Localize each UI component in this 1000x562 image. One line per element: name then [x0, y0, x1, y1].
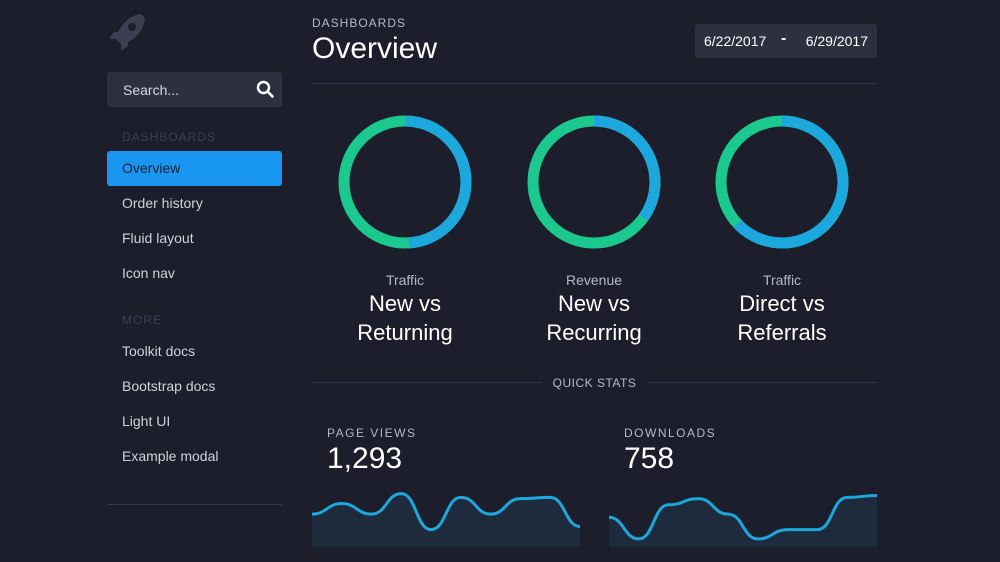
- donut-title-line2: Returning: [357, 320, 453, 345]
- date-end-input[interactable]: 6/29/2017: [805, 33, 868, 49]
- nav-item-fluid-layout[interactable]: Fluid layout: [122, 230, 194, 246]
- donut-chart-revenue-new-recurring: Revenue New vs Recurring: [499, 112, 689, 346]
- date-separator: -: [781, 30, 787, 47]
- stat-value: 758: [624, 442, 675, 475]
- nav-header-more: MORE: [122, 313, 162, 327]
- date-range-picker[interactable]: 6/22/2017 - 6/29/2017: [695, 24, 877, 58]
- donut-ring: [527, 115, 661, 249]
- donut-title-line1: New vs: [557, 291, 631, 316]
- donut-ring: [715, 115, 849, 249]
- quick-stats-divider-left: [312, 382, 542, 383]
- rocket-icon[interactable]: [107, 12, 147, 52]
- page-title: Overview: [312, 32, 438, 65]
- donut-chart-traffic-direct-referrals: Traffic Direct vs Referrals: [687, 112, 877, 346]
- sparkline-line: [312, 492, 580, 532]
- donut-subtitle: Traffic: [385, 272, 425, 288]
- main-content: DASHBOARDS Overview 6/22/2017 - 6/29/201…: [312, 0, 877, 562]
- sparkline-downloads: [609, 494, 877, 547]
- donut-subtitle: Traffic: [762, 272, 802, 288]
- donut-ring: [338, 115, 472, 249]
- search-icon[interactable]: [256, 80, 274, 98]
- sidebar-divider: [107, 504, 282, 505]
- donut-title-line2: Recurring: [546, 320, 642, 345]
- stat-label: DOWNLOADS: [624, 426, 717, 440]
- quick-stats-label: QUICK STATS: [552, 376, 637, 390]
- header-divider: [312, 83, 877, 84]
- stat-label: PAGE VIEWS: [327, 426, 417, 440]
- stat-card-downloads: DOWNLOADS 758: [609, 412, 877, 547]
- sparkline-area: [312, 493, 580, 547]
- search-input[interactable]: Search...: [123, 82, 180, 98]
- date-start-input[interactable]: 6/22/2017: [704, 33, 767, 49]
- donut-title-line1: New vs: [368, 291, 442, 316]
- search-box[interactable]: Search...: [107, 72, 282, 107]
- stat-card-page-views: PAGE VIEWS 1,293: [312, 412, 580, 547]
- donut-title-line1: Direct vs: [739, 291, 825, 316]
- donut-title-line2: Referrals: [737, 320, 827, 345]
- sparkline-area: [609, 495, 877, 547]
- nav-item-toolkit-docs[interactable]: Toolkit docs: [122, 343, 196, 359]
- nav-item-overview[interactable]: Overview: [107, 151, 282, 186]
- nav-item-bootstrap-docs[interactable]: Bootstrap docs: [122, 378, 216, 394]
- nav-item-order-history[interactable]: Order history: [122, 195, 203, 211]
- page-eyebrow: DASHBOARDS: [312, 16, 407, 30]
- nav-item-example-modal[interactable]: Example modal: [122, 448, 219, 464]
- nav-header-dashboards: DASHBOARDS: [122, 130, 217, 144]
- nav-item-icon-nav[interactable]: Icon nav: [122, 265, 175, 281]
- quick-stats-divider-right: [647, 382, 877, 383]
- stat-value: 1,293: [327, 442, 403, 475]
- sparkline-page-views: [312, 492, 580, 547]
- donut-subtitle: Revenue: [565, 272, 623, 288]
- donut-chart-traffic-new-returning: Traffic New vs Returning: [310, 112, 500, 346]
- sidebar: Search... DASHBOARDS Overview Order hist…: [107, 0, 282, 562]
- sparkline-line: [609, 494, 877, 541]
- nav-item-light-ui[interactable]: Light UI: [122, 413, 171, 429]
